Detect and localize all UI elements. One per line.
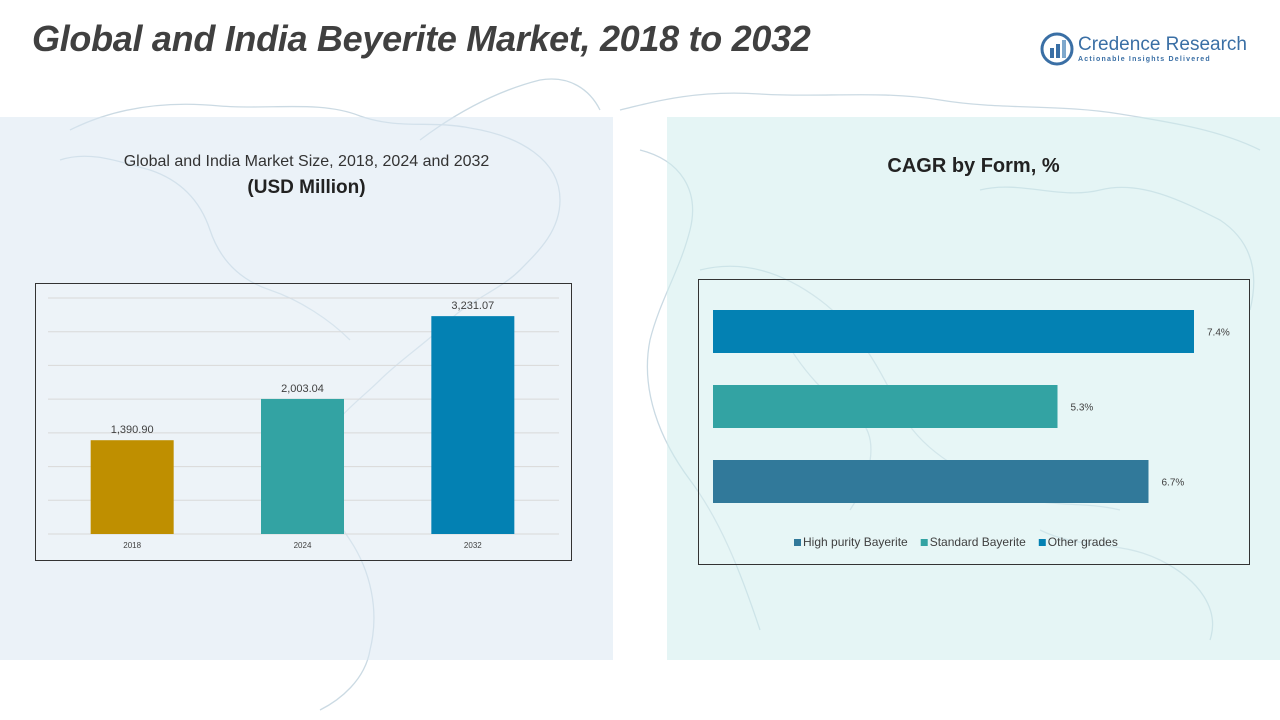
- x-tick-label: 2024: [294, 541, 312, 550]
- credence-logo-icon: [1040, 32, 1074, 66]
- bar-2032: [431, 316, 515, 534]
- bar-value-label: 2,003.04: [281, 383, 324, 395]
- legend-swatch: [1038, 539, 1046, 546]
- legend-label: Standard Bayerite: [930, 535, 1026, 549]
- cagr-chart-frame: 7.4% 5.3% 6.7% High purity Bayerite Standard…: [698, 279, 1250, 565]
- logo-tagline: Actionable Insights Delivered: [1078, 56, 1211, 63]
- hbar-high-purity-bayerite: [713, 460, 1149, 503]
- bar-2018: [90, 440, 174, 534]
- market-size-chart-title: Global and India Market Size, 2018, 2024…: [123, 153, 490, 170]
- hbar-standard-bayerite: [713, 385, 1058, 428]
- market-size-bar-chart: 1,390.90 2018 2,003.04 2024 3,231.07 2032: [48, 297, 559, 550]
- page-title: Global and India Beyerite Market, 2018 t…: [32, 18, 811, 59]
- bar-2024: [261, 398, 344, 534]
- cagr-horizontal-bar-chart: 7.4% 5.3% 6.7% High purity Bayerite Standard…: [713, 310, 1230, 549]
- cagr-chart-title: CAGR by Form, %: [887, 155, 1060, 177]
- legend-label: High purity Bayerite: [803, 535, 908, 549]
- credence-logo: Credence Research Actionable Insights De…: [1040, 30, 1255, 70]
- bar-value-label: 3,231.07: [451, 300, 494, 312]
- hbar-value-label: 7.4%: [1207, 328, 1230, 339]
- bar-value-label: 1,390.90: [111, 424, 154, 436]
- legend-swatch: [920, 539, 928, 546]
- x-tick-label: 2032: [464, 541, 482, 550]
- market-size-chart-unit: (USD Million): [247, 177, 366, 198]
- hbar-value-label: 6.7%: [1162, 478, 1185, 489]
- hbar-other-grades: [713, 310, 1194, 353]
- x-tick-label: 2018: [123, 541, 141, 550]
- logo-name: Credence Research: [1078, 34, 1247, 55]
- market-size-chart-frame: 1,390.90 2018 2,003.04 2024 3,231.07 2032: [35, 283, 572, 561]
- legend-label: Other grades: [1048, 535, 1118, 549]
- legend-swatch: [794, 539, 801, 546]
- hbar-value-label: 5.3%: [1071, 403, 1094, 414]
